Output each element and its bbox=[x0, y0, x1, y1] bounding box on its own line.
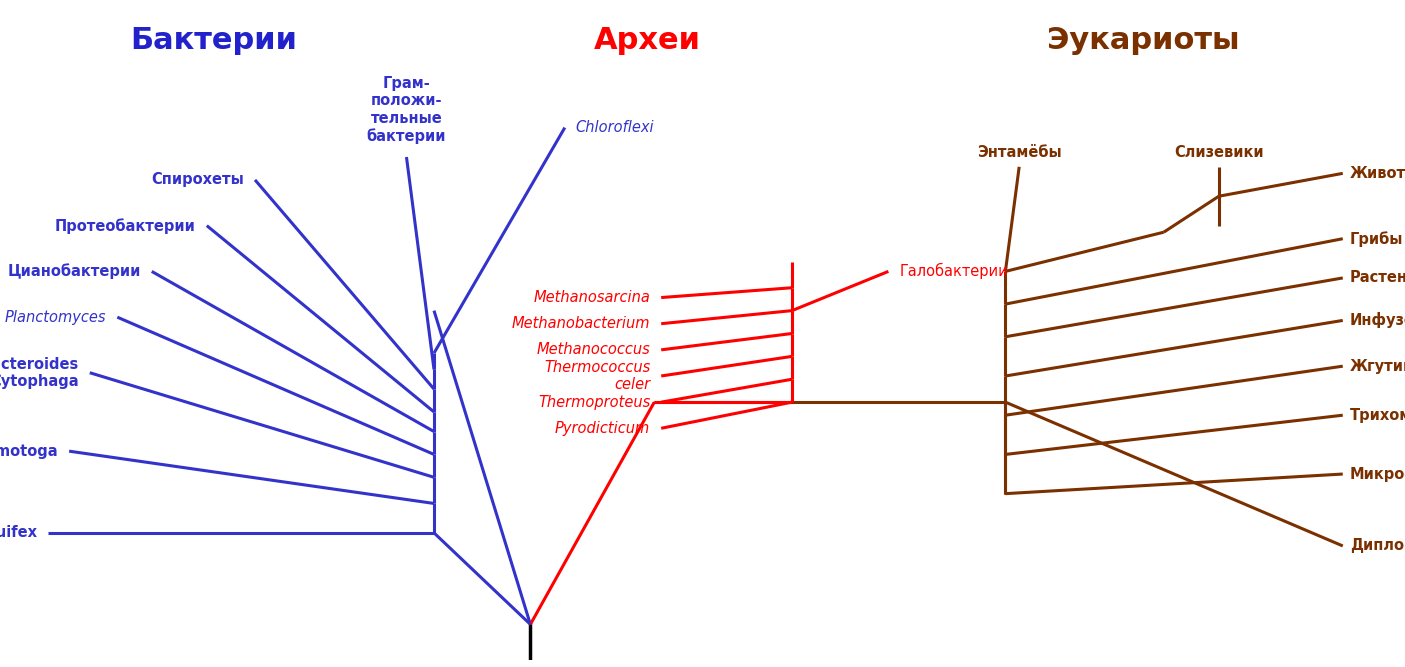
Text: Слизевики: Слизевики bbox=[1175, 145, 1263, 160]
Text: Thermoproteus: Thermoproteus bbox=[538, 395, 651, 410]
Text: Грам-
положи-
тельные
бактерии: Грам- положи- тельные бактерии bbox=[367, 76, 447, 144]
Text: Эукариоты: Эукариоты bbox=[1047, 26, 1239, 55]
Text: Methanosarcina: Methanosarcina bbox=[534, 290, 651, 305]
Text: Chloroflexi: Chloroflexi bbox=[576, 120, 655, 135]
Text: Энтамёбы: Энтамёбы bbox=[976, 145, 1062, 160]
Text: Инфузории: Инфузории bbox=[1350, 312, 1405, 328]
Text: Bacteroides
Cytophaga: Bacteroides Cytophaga bbox=[0, 357, 79, 389]
Text: Planctomyces: Planctomyces bbox=[4, 309, 107, 325]
Text: Археи: Археи bbox=[594, 26, 701, 55]
Text: Бактерии: Бактерии bbox=[131, 26, 298, 55]
Text: Thermococcus
celer: Thermococcus celer bbox=[544, 360, 651, 392]
Text: Жгутиковые: Жгутиковые bbox=[1350, 359, 1405, 374]
Text: Pyrodicticum: Pyrodicticum bbox=[555, 421, 651, 436]
Text: Грибы: Грибы bbox=[1350, 231, 1404, 247]
Text: Спирохеты: Спирохеты bbox=[152, 172, 244, 187]
Text: Дипломонады: Дипломонады bbox=[1350, 538, 1405, 554]
Text: Галобактерии: Галобактерии bbox=[899, 263, 1009, 279]
Text: Methanobacterium: Methanobacterium bbox=[511, 316, 651, 331]
Text: Methanococcus: Methanococcus bbox=[537, 342, 651, 358]
Text: Thermotoga: Thermotoga bbox=[0, 444, 58, 459]
Text: Трихомонады: Трихомонады bbox=[1350, 408, 1405, 423]
Text: Растения: Растения bbox=[1350, 270, 1405, 285]
Text: Протеобактерии: Протеобактерии bbox=[55, 218, 195, 233]
Text: Цианобактерии: Цианобактерии bbox=[7, 263, 140, 279]
Text: Животные: Животные bbox=[1350, 166, 1405, 181]
Text: Микроспоридии: Микроспоридии bbox=[1350, 466, 1405, 482]
Text: Aquifex: Aquifex bbox=[0, 526, 38, 540]
